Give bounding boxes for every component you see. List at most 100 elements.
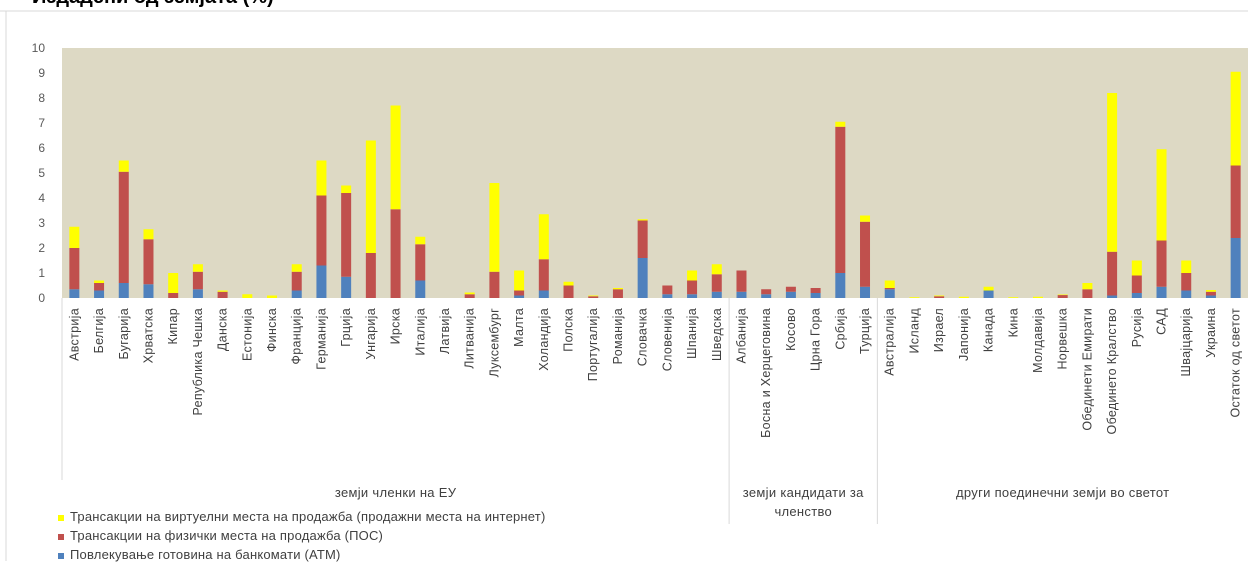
bar-segment-internet bbox=[217, 290, 228, 292]
x-tick-label: Израел bbox=[932, 308, 946, 352]
y-tick-label: 4 bbox=[38, 191, 45, 205]
bar-segment-internet bbox=[884, 280, 895, 288]
bar-segment-atm bbox=[736, 291, 747, 298]
bar-segment-internet bbox=[415, 236, 426, 245]
x-tick-label: Бугарија bbox=[117, 308, 131, 359]
x-tick-label: Австрија bbox=[67, 308, 81, 361]
bar-segment-internet bbox=[934, 295, 945, 297]
bar-segment-atm bbox=[1181, 290, 1192, 298]
legend-label-atm: Повлекување готовина на банкомати (АТМ) bbox=[70, 547, 341, 562]
bar-segment-pos bbox=[612, 289, 623, 298]
bar-segment-pos bbox=[514, 290, 525, 296]
bar-segment-internet bbox=[291, 264, 302, 272]
bar-segment-atm bbox=[291, 290, 302, 298]
y-tick-label: 0 bbox=[38, 291, 45, 305]
bar-segment-internet bbox=[983, 286, 994, 291]
x-tick-label: Шпанија bbox=[685, 308, 699, 359]
y-tick-label: 3 bbox=[38, 216, 45, 230]
bar-segment-atm bbox=[860, 286, 871, 298]
bar-segment-atm bbox=[711, 291, 722, 298]
bar-segment-internet bbox=[514, 270, 525, 291]
bar-segment-pos bbox=[316, 195, 327, 266]
bar-segment-pos bbox=[143, 239, 154, 285]
x-tick-label: Грција bbox=[339, 308, 353, 347]
bar-segment-pos bbox=[1107, 251, 1118, 296]
bar-segment-pos bbox=[637, 220, 648, 258]
x-tick-label: Полска bbox=[562, 308, 576, 352]
bar-segment-internet bbox=[94, 280, 105, 283]
bar-segment-atm bbox=[1156, 286, 1167, 298]
chart-title: Издадени од земјата (%) bbox=[32, 0, 274, 9]
bar-segment-internet bbox=[958, 296, 969, 298]
bar-segment-internet bbox=[242, 294, 253, 298]
bar-segment-internet bbox=[1107, 93, 1118, 252]
bar-segment-internet bbox=[1230, 71, 1241, 166]
legend-swatch-atm bbox=[58, 552, 64, 559]
bar-segment-atm bbox=[662, 294, 673, 298]
bar-segment-internet bbox=[563, 281, 574, 286]
bar-segment-internet bbox=[390, 105, 401, 210]
x-tick-label: Литванија bbox=[463, 308, 477, 369]
x-tick-label: Малта bbox=[512, 308, 526, 347]
group-label: членство bbox=[774, 504, 832, 519]
x-tick-label: Естонија bbox=[240, 308, 254, 361]
bar-segment-pos bbox=[365, 253, 376, 298]
x-tick-label: Австралија bbox=[883, 308, 897, 376]
bar-segment-internet bbox=[711, 264, 722, 275]
legend-label-pos: Трансакции на физички места на продажба … bbox=[70, 528, 384, 543]
bar-segment-atm bbox=[94, 290, 105, 298]
legend-swatch-pos bbox=[58, 533, 64, 540]
x-tick-label: Швајцарија bbox=[1179, 308, 1193, 376]
bar-segment-pos bbox=[1205, 291, 1216, 296]
x-tick-label: Јапонија bbox=[957, 308, 971, 361]
y-tick-label: 9 bbox=[38, 66, 45, 80]
bar-segment-atm bbox=[514, 295, 525, 298]
bar-segment-atm bbox=[316, 265, 327, 298]
y-tick-label: 2 bbox=[38, 241, 45, 255]
x-tick-label: Канада bbox=[982, 308, 996, 352]
y-tick-label: 7 bbox=[38, 116, 45, 130]
bar-segment-pos bbox=[1156, 240, 1167, 287]
bar-segment-internet bbox=[588, 295, 599, 297]
bar-segment-internet bbox=[612, 288, 623, 290]
x-tick-label: Кина bbox=[1006, 308, 1020, 337]
bar-segment-atm bbox=[637, 258, 648, 298]
bar-segment-atm bbox=[835, 273, 846, 298]
legend-item-internet: Трансакции на виртуелни места на продажб… bbox=[58, 509, 546, 524]
x-tick-label: САД bbox=[1155, 308, 1169, 335]
x-tick-label: Босна и Херцеговина bbox=[759, 308, 773, 438]
x-tick-label: Норвешка bbox=[1056, 308, 1070, 370]
x-tick-label: Молдавија bbox=[1031, 308, 1045, 373]
x-tick-label: Италија bbox=[413, 308, 427, 356]
bar-segment-pos bbox=[118, 171, 129, 283]
bar-segment-atm bbox=[1107, 295, 1118, 298]
group-label: земји членки на ЕУ bbox=[335, 485, 457, 500]
x-tick-label: Португалија bbox=[586, 308, 600, 381]
bar-segment-pos bbox=[1181, 273, 1192, 291]
bars-layer bbox=[69, 71, 1241, 298]
bar-segment-internet bbox=[341, 185, 352, 193]
bar-segment-internet bbox=[909, 297, 920, 298]
bar-segment-pos bbox=[168, 293, 179, 298]
x-tick-label: Турција bbox=[858, 308, 872, 354]
x-tick-label: Хрватска bbox=[141, 308, 155, 363]
group-label: други поединечни земји во светот bbox=[956, 485, 1169, 500]
bar-segment-atm bbox=[1131, 293, 1142, 298]
bar-segment-pos bbox=[835, 126, 846, 273]
y-tick-label: 10 bbox=[32, 41, 46, 55]
bar-segment-internet bbox=[1156, 149, 1167, 241]
bar-segment-internet bbox=[860, 215, 871, 222]
bar-segment-pos bbox=[662, 285, 673, 295]
bar-segment-atm bbox=[143, 284, 154, 298]
x-tick-label: Франција bbox=[290, 308, 304, 365]
bar-segment-internet bbox=[1181, 260, 1192, 273]
x-tick-label: Унгарија bbox=[364, 308, 378, 360]
y-tick-label: 1 bbox=[38, 266, 45, 280]
group-label: земји кандидати за bbox=[743, 485, 864, 500]
legend-label-internet: Трансакции на виртуелни места на продажб… bbox=[70, 509, 546, 524]
bar-segment-internet bbox=[267, 295, 278, 298]
bar-segment-pos bbox=[1131, 275, 1142, 293]
bar-segment-pos bbox=[1082, 289, 1093, 298]
x-axis-tick-labels: Австрија Белгија Бугарија Хрватска Кипар Репу… bbox=[67, 308, 1242, 438]
bar-segment-pos bbox=[538, 259, 549, 291]
